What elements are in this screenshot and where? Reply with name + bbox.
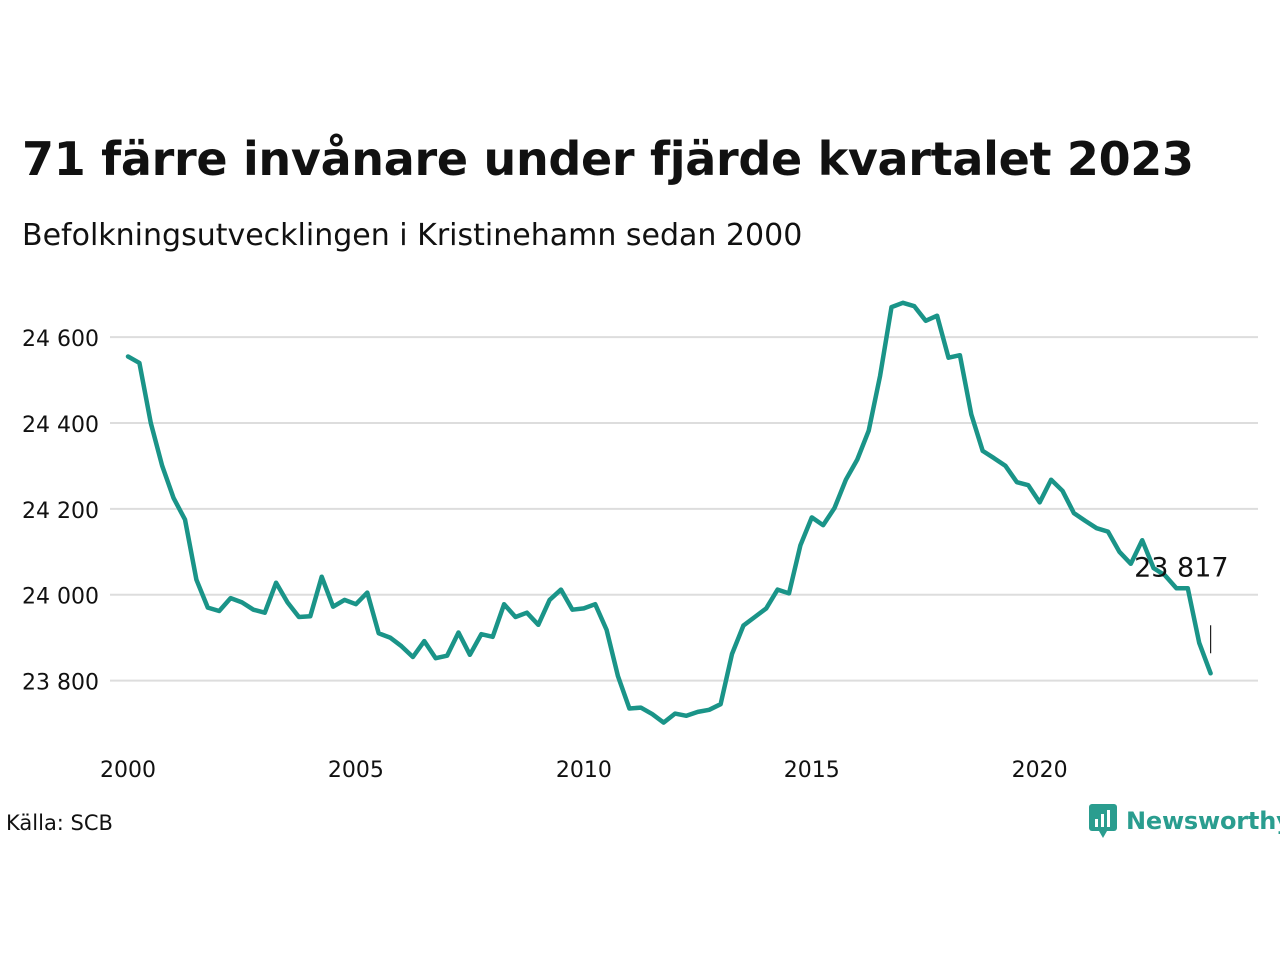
- y-tick-label: 24 000: [22, 585, 99, 610]
- newsworthy-logo-icon: [1089, 804, 1117, 838]
- annotation-layer: 23 817: [1134, 552, 1229, 654]
- x-tick-label: 2015: [784, 758, 840, 783]
- chart-subtitle: Befolkningsutvecklingen i Kristinehamn s…: [22, 218, 803, 253]
- series-line: [125, 300, 1213, 725]
- newsworthy-logo[interactable]: Newsworthy: [1088, 803, 1280, 839]
- x-axis-tick-labels: 2000 2005 2010 2015 2020: [100, 758, 1068, 783]
- y-axis-tick-labels: 23 800 24 000 24 200 24 400 24 600: [22, 327, 99, 695]
- gridlines: [110, 336, 1258, 682]
- x-tick-label: 2010: [556, 758, 612, 783]
- chart-title: 71 färre invånare under fjärde kvartalet…: [22, 132, 1194, 186]
- series-layer: [125, 300, 1213, 725]
- y-tick-label: 23 800: [22, 671, 99, 696]
- last-value-annotation: 23 817: [1134, 552, 1228, 583]
- source-label: Källa: SCB: [6, 811, 113, 835]
- x-tick-label: 2020: [1012, 758, 1068, 783]
- newsworthy-logo-text: Newsworthy: [1126, 807, 1280, 835]
- y-tick-label: 24 200: [22, 499, 99, 524]
- x-tick-label: 2000: [100, 758, 156, 783]
- y-tick-label: 24 600: [22, 327, 99, 352]
- x-tick-label: 2005: [328, 758, 384, 783]
- y-tick-label: 24 400: [22, 413, 99, 438]
